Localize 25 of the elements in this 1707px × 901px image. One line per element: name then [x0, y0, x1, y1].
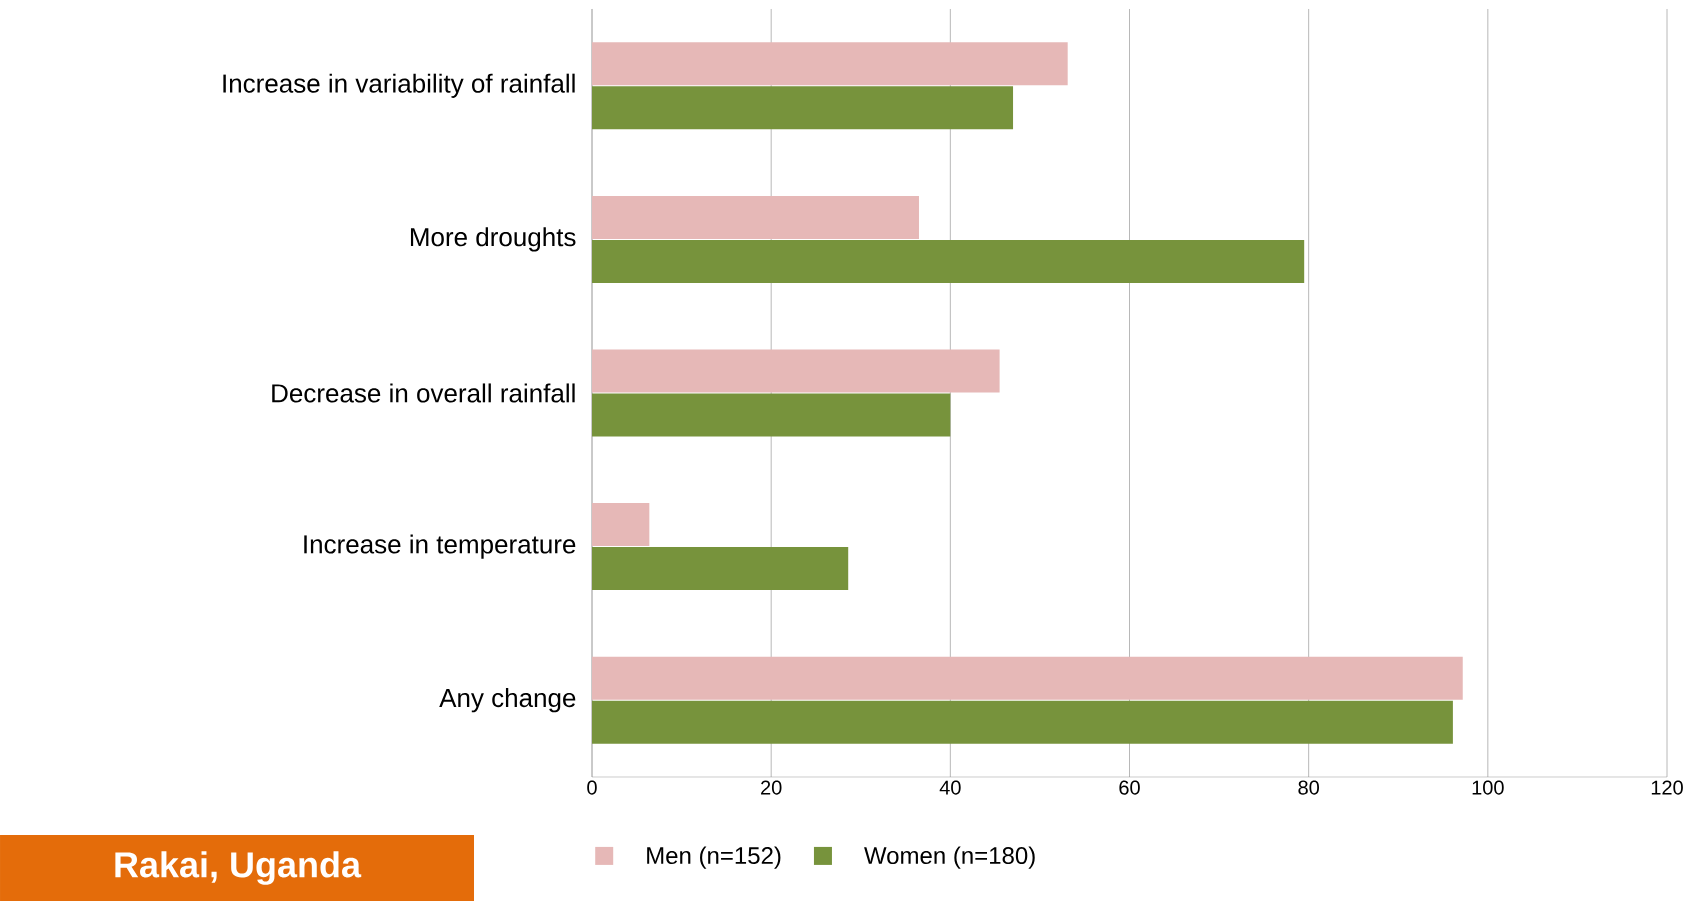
y-tick-label: Increase in variability of rainfall — [223, 73, 575, 98]
x-tick-label: 100 — [1472, 780, 1504, 795]
x-tick-label: 80 — [1298, 780, 1319, 795]
legend-label: Women (n=180) — [864, 846, 1035, 869]
x-tick-label: 20 — [761, 780, 782, 795]
bar — [592, 656, 1463, 700]
y-tick-label: More droughts — [410, 227, 576, 252]
bar — [592, 547, 849, 591]
bar — [592, 393, 951, 437]
bar — [592, 42, 1068, 86]
y-tick-label: Decrease in overall rainfall — [272, 383, 575, 403]
text: Rakai, Uganda — [115, 851, 362, 885]
bar — [592, 195, 919, 239]
bar — [592, 239, 1305, 283]
x-tick-label: 0 — [587, 780, 597, 795]
x-tick-label: 60 — [1119, 780, 1140, 795]
y-tick-label: Any change — [439, 688, 576, 713]
y-tick-label: Increase in temperature — [304, 534, 576, 559]
bar — [592, 503, 650, 547]
x-tick-label: 40 — [939, 780, 961, 795]
bar — [592, 86, 1014, 130]
bar — [592, 700, 1453, 744]
bar — [592, 349, 1000, 393]
legend-label: Men (n=152) — [647, 846, 781, 869]
x-tick-label: 120 — [1651, 780, 1683, 795]
